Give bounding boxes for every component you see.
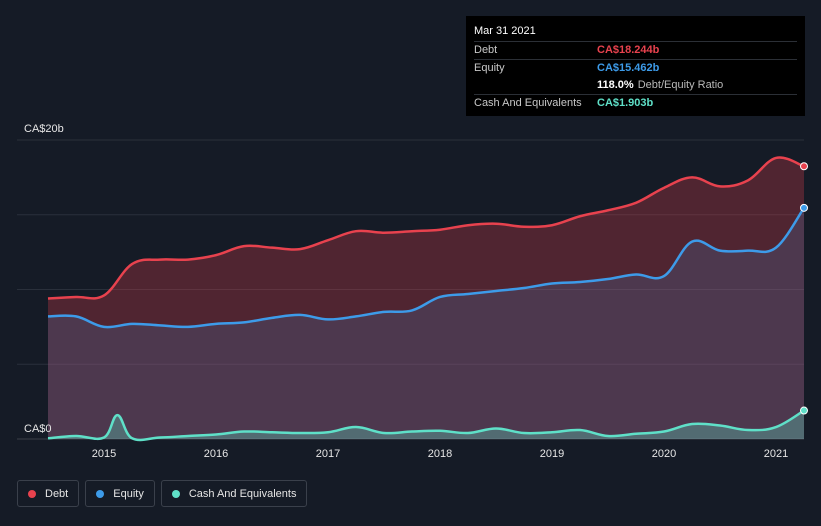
series-end-markers	[800, 162, 808, 415]
tooltip-value-ratio: 118.0%	[597, 79, 634, 91]
tooltip-date: Mar 31 2021	[474, 25, 536, 37]
chart-legend: Debt Equity Cash And Equivalents	[17, 480, 313, 507]
line-debt	[47, 156, 805, 300]
tooltip-row-equity: Equity CA$15.462b	[474, 58, 797, 77]
x-tick-label: 2018	[428, 448, 452, 460]
grid-lines	[17, 139, 804, 440]
tooltip-value-equity: CA$15.462b	[597, 61, 660, 74]
tooltip-label-ratio	[474, 77, 597, 94]
end-marker-debt	[800, 162, 808, 171]
tooltip-value-debt: CA$18.244b	[597, 44, 660, 56]
x-tick-label: 2021	[764, 448, 788, 460]
area-equity	[48, 207, 804, 439]
legend-item-debt[interactable]: Debt	[17, 480, 80, 507]
legend-label-debt: Debt	[45, 487, 69, 500]
legend-item-cash[interactable]: Cash And Equivalents	[160, 480, 308, 507]
tooltip-row-cash: Cash And Equivalents CA$1.903b	[474, 93, 797, 112]
legend-item-equity[interactable]: Equity	[85, 480, 155, 507]
legend-dot-cash-icon	[171, 489, 180, 498]
series-lines	[47, 156, 806, 442]
x-tick-label: 2015	[92, 448, 116, 460]
series-areas	[48, 157, 804, 440]
legend-label-equity: Equity	[113, 487, 144, 500]
legend-dot-debt-icon	[28, 489, 36, 498]
legend-dot-equity-icon	[96, 489, 105, 498]
tooltip-label-cash: Cash And Equivalents	[474, 96, 582, 109]
area-debt	[48, 157, 804, 439]
x-tick-label: 2019	[540, 448, 564, 460]
legend-label-cash: Cash And Equivalents	[188, 487, 297, 500]
line-cash	[47, 409, 805, 442]
tooltip-ratio-caption: Debt/Equity Ratio	[637, 79, 724, 91]
end-marker-equity	[800, 203, 808, 212]
y-axis-top-label: CA$20b	[24, 123, 64, 135]
tooltip-label-debt: Debt	[474, 44, 498, 56]
tooltip-row-ratio: 118.0% Debt/Equity Ratio	[474, 76, 797, 94]
tooltip-row-debt: Debt CA$18.244b	[474, 41, 797, 59]
data-tooltip: Mar 31 2021 Debt CA$18.244b Equity CA$15…	[466, 16, 805, 116]
tooltip-label-equity: Equity	[474, 61, 505, 74]
tooltip-value-cash: CA$1.903b	[597, 96, 654, 109]
y-axis-bottom-label: CA$0	[24, 423, 52, 435]
x-tick-label: 2017	[316, 448, 340, 460]
x-tick-label: 2020	[652, 448, 676, 460]
line-equity	[47, 207, 806, 329]
axis-labels: CA$20b CA$0 2015 2016 2017 2018 2019 2020 2021	[24, 123, 788, 460]
end-marker-cash	[800, 406, 808, 415]
x-tick-label: 2016	[204, 448, 228, 460]
